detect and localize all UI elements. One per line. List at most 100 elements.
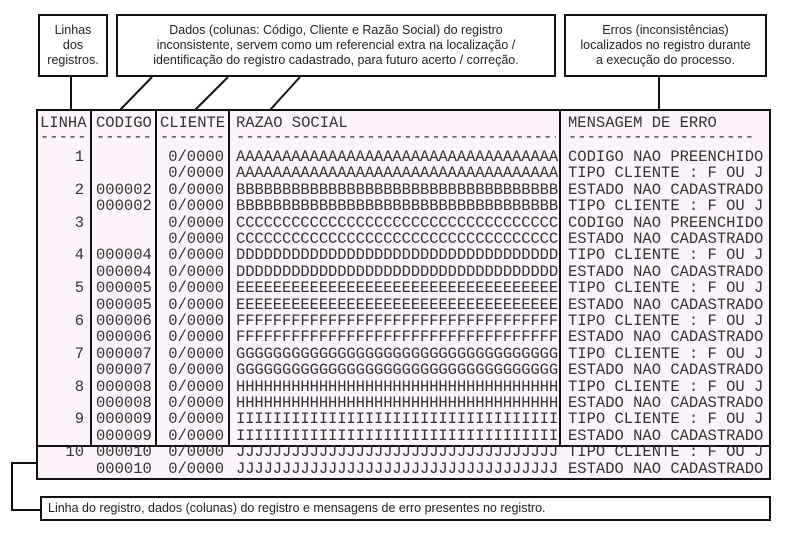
cell-mensagem-erro: TIPO CLIENTE : F OU J <box>568 197 764 216</box>
underline-codigo: ------ <box>96 128 152 146</box>
cell-cliente: 0/0000 <box>168 230 224 248</box>
cell-codigo: 000006 <box>96 328 152 347</box>
header-razao-social: RAZAO SOCIAL <box>236 114 348 132</box>
cell-razao-social: FFFFFFFFFFFFFFFFFFFFFFFFFFFFFFFFFFF <box>236 329 558 346</box>
cell-mensagem-erro: ESTADO NAO CADASTRADO <box>568 295 764 314</box>
cell-cliente: 0/0000 <box>168 443 224 462</box>
callout-erros-line: Erros (inconsistências) <box>602 23 729 37</box>
cell-razao-social: HHHHHHHHHHHHHHHHHHHHHHHHHHHHHHHHHHH <box>236 378 558 395</box>
cell-codigo: 000007 <box>96 344 152 363</box>
cell-razao-social: GGGGGGGGGGGGGGGGGGGGGGGGGGGGGGGGGGG <box>236 362 558 379</box>
cell-linha: 10 <box>65 443 84 462</box>
cell-mensagem-erro: CODIGO NAO PREENCHIDO <box>568 148 764 166</box>
cell-cliente: 0/0000 <box>168 328 224 347</box>
cell-razao-social: BBBBBBBBBBBBBBBBBBBBBBBBBBBBBBBBBBB <box>236 181 558 199</box>
cell-cliente: 0/0000 <box>168 344 224 363</box>
cell-razao-social: JJJJJJJJJJJJJJJJJJJJJJJJJJJJJJJJJJJ <box>236 460 558 477</box>
callout-dados-line: identificação do registro cadastrado, pa… <box>153 53 519 67</box>
column-divider <box>90 111 92 445</box>
cell-razao-social: JJJJJJJJJJJJJJJJJJJJJJJJJJJJJJJJJJJ <box>236 444 558 461</box>
cell-cliente: 0/0000 <box>168 246 224 265</box>
bracket-bottom <box>11 462 40 511</box>
cell-mensagem-erro: TIPO CLIENTE : F OU J <box>568 312 764 330</box>
cell-razao-social: GGGGGGGGGGGGGGGGGGGGGGGGGGGGGGGGGGG <box>236 345 558 363</box>
cell-linha: 6 <box>74 312 84 330</box>
connector-cliente <box>194 76 229 111</box>
cell-codigo: 000010 <box>96 459 152 478</box>
cell-mensagem-erro: ESTADO NAO CADASTRADO <box>568 394 764 412</box>
header-linha: LINHA <box>40 114 87 132</box>
cell-linha: 4 <box>74 246 84 265</box>
cell-mensagem-erro: ESTADO NAO CADASTRADO <box>568 459 764 478</box>
cell-codigo: 000005 <box>96 295 152 314</box>
cell-codigo: 000007 <box>96 361 152 380</box>
cell-razao-social: IIIIIIIIIIIIIIIIIIIIIIIIIIIIIIIIIII <box>236 427 558 445</box>
cell-mensagem-erro: CODIGO NAO PREENCHIDO <box>568 213 764 232</box>
underline-mensagem: -------------------- <box>568 129 754 146</box>
cell-cliente: 0/0000 <box>168 426 224 445</box>
cell-cliente: 0/0000 <box>168 295 224 314</box>
header-codigo: CODIGO <box>96 114 152 132</box>
cell-mensagem-erro: TIPO CLIENTE : F OU J <box>568 164 764 183</box>
cell-codigo: 000006 <box>96 312 152 330</box>
cell-mensagem-erro: TIPO CLIENTE : F OU J <box>568 410 764 429</box>
cell-cliente: 0/0000 <box>168 410 224 429</box>
cell-cliente: 0/0000 <box>168 213 224 232</box>
header-cliente: CLIENTE <box>160 114 226 132</box>
connector-codigo <box>119 76 153 111</box>
cell-cliente: 0/0000 <box>168 377 224 396</box>
cell-razao-social: HHHHHHHHHHHHHHHHHHHHHHHHHHHHHHHHHHH <box>236 395 558 412</box>
cell-razao-social: FFFFFFFFFFFFFFFFFFFFFFFFFFFFFFFFFFF <box>236 313 558 330</box>
cell-codigo: 000008 <box>96 394 152 412</box>
cell-mensagem-erro: TIPO CLIENTE : F OU J <box>568 246 764 265</box>
cell-mensagem-erro: ESTADO NAO CADASTRADO <box>568 262 764 281</box>
cell-razao-social: EEEEEEEEEEEEEEEEEEEEEEEEEEEEEEEEEEE <box>236 280 558 297</box>
cell-mensagem-erro: TIPO CLIENTE : F OU J <box>568 443 764 462</box>
cell-razao-social: BBBBBBBBBBBBBBBBBBBBBBBBBBBBBBBBBBB <box>236 198 558 215</box>
callout-erros: Erros (inconsistências) localizados no r… <box>564 14 767 77</box>
cell-linha: 9 <box>74 410 84 429</box>
cell-razao-social: EEEEEEEEEEEEEEEEEEEEEEEEEEEEEEEEEEE <box>236 296 558 313</box>
column-divider <box>559 111 561 445</box>
cell-mensagem-erro: ESTADO NAO CADASTRADO <box>568 230 764 248</box>
cell-razao-social: IIIIIIIIIIIIIIIIIIIIIIIIIIIIIIIIIII <box>236 411 558 428</box>
callout-linhas: Linhas dos registros. <box>38 14 108 77</box>
underline-cliente: ------- <box>160 128 226 146</box>
cell-razao-social: DDDDDDDDDDDDDDDDDDDDDDDDDDDDDDDDDDD <box>236 263 558 281</box>
cell-linha: 3 <box>74 213 84 232</box>
column-divider <box>228 111 230 445</box>
cell-cliente: 0/0000 <box>168 148 224 166</box>
cell-cliente: 0/0000 <box>168 361 224 380</box>
cell-codigo: 000010 <box>96 443 152 462</box>
cell-mensagem-erro: ESTADO NAO CADASTRADO <box>568 328 764 347</box>
cell-codigo: 000009 <box>96 426 152 445</box>
cell-codigo: 000009 <box>96 410 152 429</box>
column-divider <box>155 111 157 445</box>
cell-mensagem-erro: ESTADO NAO CADASTRADO <box>568 180 764 199</box>
cell-cliente: 0/0000 <box>168 197 224 216</box>
error-report-table: LINHA CODIGO CLIENTE RAZAO SOCIAL MENSAG… <box>36 109 771 480</box>
cell-razao-social: CCCCCCCCCCCCCCCCCCCCCCCCCCCCCCCCCCC <box>236 231 558 248</box>
cell-mensagem-erro: TIPO CLIENTE : F OU J <box>568 377 764 396</box>
cell-codigo: 000002 <box>96 197 152 216</box>
cell-razao-social: AAAAAAAAAAAAAAAAAAAAAAAAAAAAAAAAAAA <box>236 165 558 182</box>
cell-linha: 7 <box>74 344 84 363</box>
cell-mensagem-erro: TIPO CLIENTE : F OU J <box>568 279 764 298</box>
underline-linha: ----- <box>40 128 87 146</box>
cell-linha: 2 <box>74 180 84 199</box>
callout-linhas-line: Linhas <box>54 23 92 37</box>
cell-cliente: 0/0000 <box>168 279 224 298</box>
cell-codigo: 000004 <box>96 262 152 281</box>
callout-linhas-line: dos <box>62 38 84 52</box>
underline-razao: ----------------------------------- <box>236 129 556 146</box>
cell-cliente: 0/0000 <box>168 262 224 281</box>
cell-mensagem-erro: ESTADO NAO CADASTRADO <box>568 426 764 445</box>
header-mensagem-erro: MENSAGEM DE ERRO <box>568 114 717 132</box>
cell-cliente: 0/0000 <box>168 459 224 478</box>
cell-cliente: 0/0000 <box>168 164 224 183</box>
cell-razao-social: DDDDDDDDDDDDDDDDDDDDDDDDDDDDDDDDDDD <box>236 247 558 264</box>
connector-razao <box>269 76 301 111</box>
cell-cliente: 0/0000 <box>168 312 224 330</box>
cell-razao-social: CCCCCCCCCCCCCCCCCCCCCCCCCCCCCCCCCCC <box>236 214 558 231</box>
